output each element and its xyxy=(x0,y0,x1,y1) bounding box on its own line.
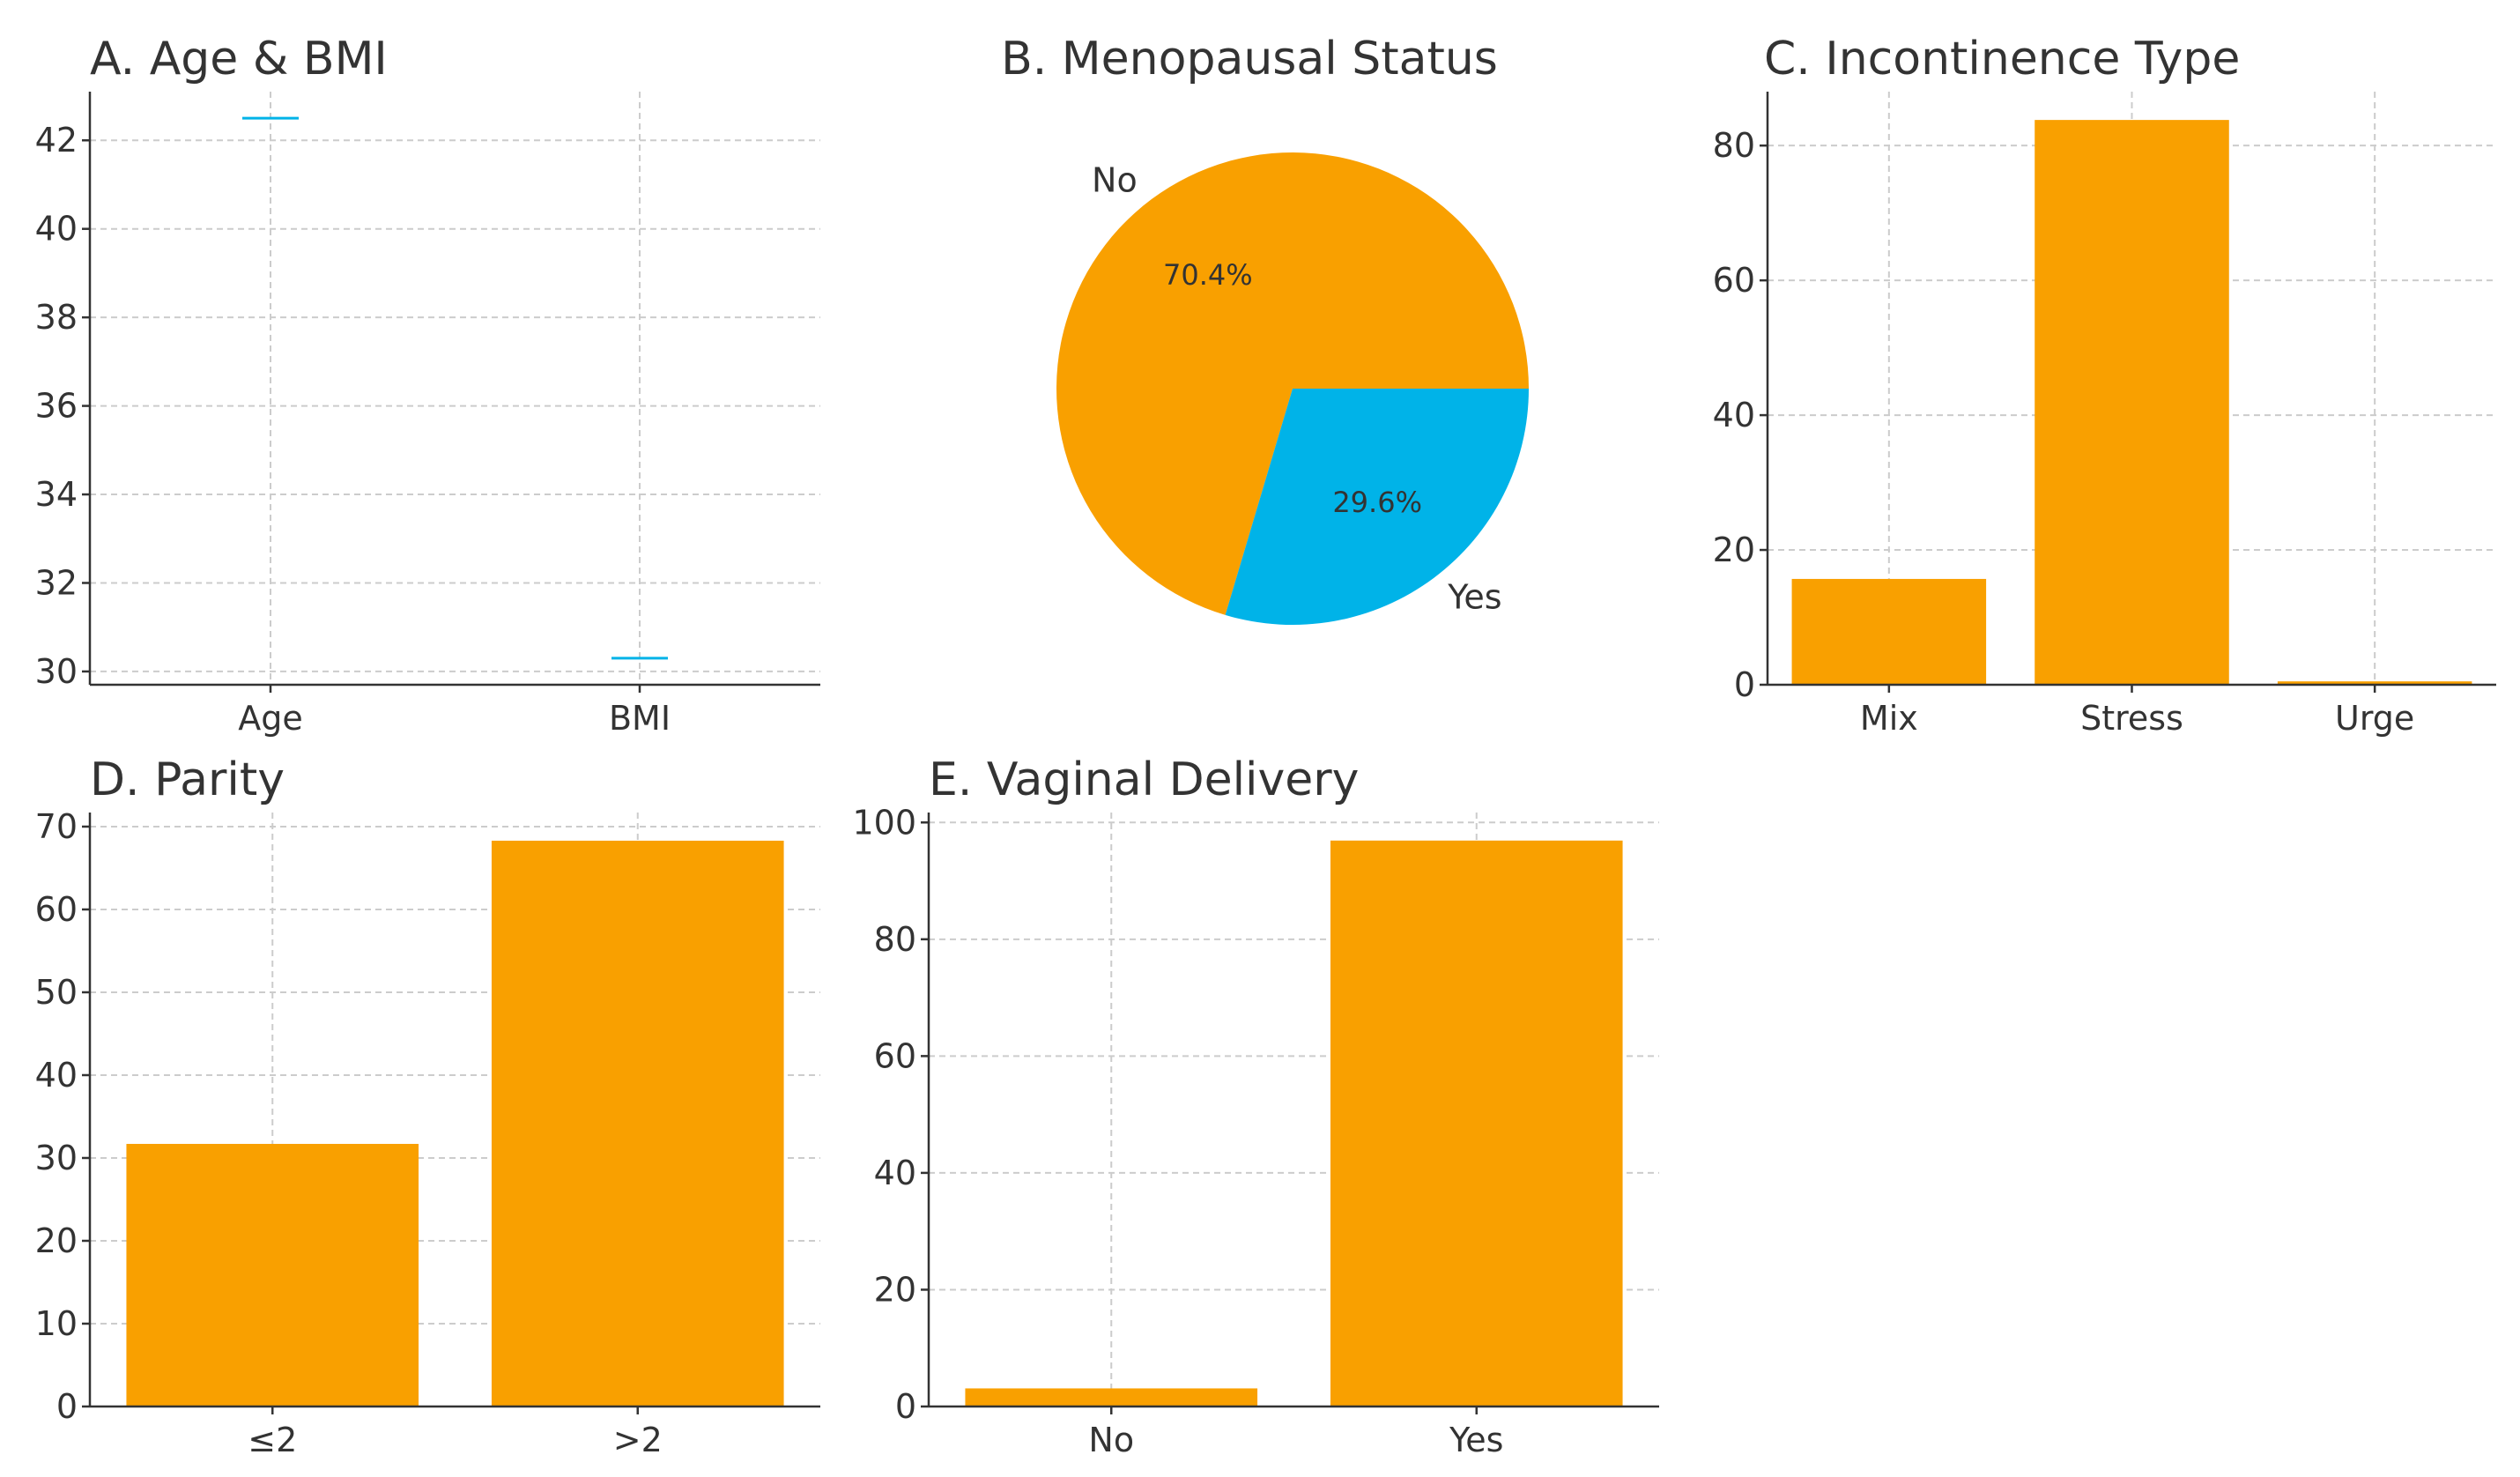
pie-percent-yes: 29.6% xyxy=(1332,486,1422,519)
panel-c-title: C. Incontinence Type xyxy=(1764,33,2240,85)
y-tick-label: 60 xyxy=(35,890,78,929)
y-tick-label: 60 xyxy=(1713,261,1755,300)
bar-yes xyxy=(1330,840,1623,1406)
y-tick-label: 40 xyxy=(35,1056,78,1095)
bar-le2 xyxy=(126,1144,419,1406)
panel-b-title: B. Menopausal Status xyxy=(1001,33,1498,85)
y-tick-label: 20 xyxy=(874,1270,916,1309)
pie-slice-yes xyxy=(1225,389,1529,625)
panel-a-title: A. Age & BMI xyxy=(90,33,388,85)
panel-c-incontinence-type: C. Incontinence Type 0 20 40 60 80 Mix Stress U… xyxy=(1713,33,2496,738)
x-tick-label: Mix xyxy=(1860,699,1918,738)
x-tick-label: ≤2 xyxy=(248,1421,297,1459)
y-tick-label: 50 xyxy=(35,973,78,1012)
x-tick-label: No xyxy=(1088,1421,1134,1459)
y-tick-label: 40 xyxy=(874,1154,916,1192)
x-tick-label: >2 xyxy=(613,1421,663,1459)
y-tick-label: 36 xyxy=(35,387,78,426)
panel-a-age-bmi: A. Age & BMI 30 32 34 36 38 40 42 Age BMI xyxy=(35,33,820,738)
pie-label-no: No xyxy=(1092,161,1138,200)
y-tick-label: 20 xyxy=(35,1221,78,1260)
bar-no xyxy=(965,1388,1258,1406)
y-tick-label: 0 xyxy=(1734,665,1755,704)
pie-percent-no: 70.4% xyxy=(1163,258,1253,292)
y-tick-label: 10 xyxy=(35,1304,78,1343)
pie-slice-no xyxy=(1056,152,1529,615)
x-tick-label: Urge xyxy=(2335,699,2414,738)
panel-b-menopausal-status: B. Menopausal Status 70.4% No 29.6% Yes xyxy=(1001,33,1529,625)
pie-label-yes: Yes xyxy=(1447,577,1501,616)
panel-d-title: D. Parity xyxy=(90,753,285,806)
y-tick-label: 32 xyxy=(35,563,78,602)
bar-mix xyxy=(1791,578,1987,685)
y-tick-label: 80 xyxy=(1713,126,1755,165)
y-tick-label: 0 xyxy=(895,1387,916,1426)
y-tick-label: 42 xyxy=(35,121,78,160)
y-tick-label: 38 xyxy=(35,298,78,337)
y-tick-label: 60 xyxy=(874,1036,916,1075)
y-tick-label: 20 xyxy=(1713,531,1755,569)
y-tick-label: 30 xyxy=(35,652,78,691)
x-tick-label: Stress xyxy=(2080,699,2183,738)
y-tick-label: 0 xyxy=(56,1387,78,1426)
bar-gt2 xyxy=(491,840,784,1406)
x-tick-label: Age xyxy=(238,699,303,738)
y-tick-label: 34 xyxy=(35,475,78,514)
y-tick-label: 40 xyxy=(35,210,78,249)
y-tick-label: 70 xyxy=(35,807,78,846)
y-tick-label: 40 xyxy=(1713,396,1755,434)
panel-e-vaginal-delivery: E. Vaginal Delivery 0 20 40 60 80 100 No Yes xyxy=(852,753,1659,1459)
y-tick-label: 30 xyxy=(35,1139,78,1177)
y-tick-label: 100 xyxy=(852,803,916,842)
bar-urge xyxy=(2277,681,2472,685)
bar-stress xyxy=(2035,120,2229,685)
panel-d-parity: D. Parity 0 10 20 30 40 50 60 70 ≤2 >2 xyxy=(35,753,820,1459)
panel-e-title: E. Vaginal Delivery xyxy=(929,753,1359,806)
y-tick-label: 80 xyxy=(874,920,916,959)
x-tick-label: Yes xyxy=(1449,1421,1503,1459)
x-tick-label: BMI xyxy=(609,699,671,738)
